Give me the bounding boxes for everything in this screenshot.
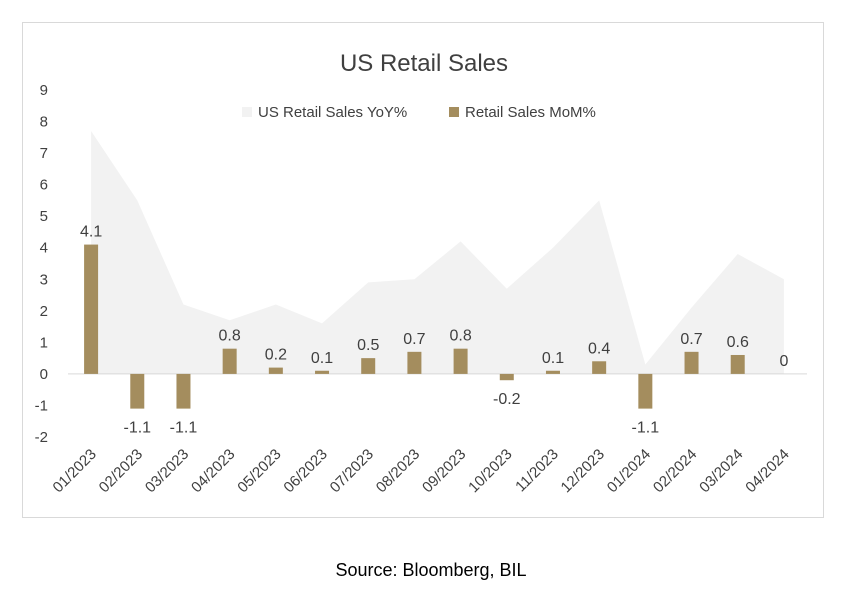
label-layer: 4.1 -1.1 -1.1 0.8 0.2 0.1 0.5 0.7 0.8 -0.2 0.1 0.4 -… (80, 224, 788, 437)
y-tick-label: 8 (40, 114, 48, 131)
data-label: 0.7 (680, 331, 702, 348)
x-tick-label: 04/2024 (742, 446, 792, 496)
bar-mom (176, 373, 191, 409)
x-tick-label: 08/2023 (373, 446, 423, 496)
bar-mom (453, 348, 468, 374)
data-label: 0.8 (219, 328, 241, 345)
y-tick-label: 9 (40, 82, 48, 99)
bar-mom (315, 370, 330, 374)
bar-mom (407, 351, 422, 374)
x-tick-label: 05/2023 (234, 446, 284, 496)
bar-mom (638, 373, 653, 409)
y-tick-label: 2 (40, 303, 48, 320)
source-note: Source: Bloomberg, BIL (335, 560, 527, 580)
data-label: 0.4 (588, 340, 610, 357)
chart-title: US Retail Sales (340, 50, 508, 77)
y-tick-label: 4 (40, 240, 48, 257)
y-axis-ticks: -2 -1 0 1 2 3 4 5 6 7 8 9 (35, 82, 48, 446)
data-label: 0.8 (449, 328, 471, 345)
bar-mom (684, 351, 699, 374)
data-label: 0.1 (311, 350, 333, 367)
bar-mom (268, 367, 283, 374)
y-tick-label: 7 (40, 145, 48, 162)
data-label: 0.1 (542, 350, 564, 367)
data-label: 0.5 (357, 337, 379, 354)
y-tick-label: 5 (40, 208, 48, 225)
legend-swatch-mom (449, 107, 459, 117)
data-label: 0.7 (403, 331, 425, 348)
x-tick-label: 02/2023 (96, 446, 146, 496)
x-tick-label: 06/2023 (280, 446, 330, 496)
x-tick-label: 11/2023 (512, 446, 562, 496)
data-label: -1.1 (632, 420, 660, 437)
x-tick-label: 12/2023 (558, 446, 608, 496)
bar-mom (545, 370, 560, 374)
data-label: 0.6 (727, 334, 749, 351)
bar-mom (130, 373, 145, 409)
x-tick-label: 01/2023 (50, 446, 100, 496)
data-label: 0 (779, 353, 788, 370)
data-label: 0.2 (265, 347, 287, 364)
legend: US Retail Sales YoY% Retail Sales MoM% (242, 104, 596, 121)
yoy-area (91, 131, 784, 374)
data-label: 4.1 (80, 224, 102, 241)
x-tick-label: 09/2023 (419, 446, 469, 496)
x-tick-label: 02/2024 (650, 446, 700, 496)
y-tick-label: -1 (35, 397, 48, 414)
legend-label-mom: Retail Sales MoM% (465, 104, 596, 121)
bar-mom (361, 358, 376, 374)
bar-mom (499, 373, 514, 381)
chart-svg: US Retail Sales US Retail Sales YoY% Ret… (35, 50, 807, 496)
x-tick-label: 01/2024 (604, 446, 654, 496)
x-tick-label: 10/2023 (465, 446, 515, 496)
bar-mom (730, 354, 745, 374)
bar-mom (592, 361, 607, 374)
legend-swatch-yoy (242, 107, 252, 117)
area-layer (91, 131, 784, 374)
y-tick-label: 0 (40, 366, 48, 383)
x-tick-label: 07/2023 (327, 446, 377, 496)
legend-label-yoy: US Retail Sales YoY% (258, 104, 407, 121)
y-tick-label: 6 (40, 177, 48, 194)
data-label: -1.1 (170, 420, 198, 437)
bar-mom (84, 244, 99, 374)
chart-frame: US Retail Sales US Retail Sales YoY% Ret… (22, 22, 824, 518)
bar-mom (222, 348, 237, 374)
data-label: -1.1 (123, 420, 151, 437)
x-axis-ticks: 01/202302/202303/202304/202305/202306/20… (50, 446, 793, 496)
y-tick-label: 3 (40, 271, 48, 288)
x-tick-label: 03/2024 (696, 446, 746, 496)
y-tick-label: -2 (35, 429, 48, 446)
x-tick-label: 04/2023 (188, 446, 238, 496)
y-tick-label: 1 (40, 334, 48, 351)
data-label: -0.2 (493, 391, 521, 408)
bar-layer (84, 244, 745, 409)
x-tick-label: 03/2023 (142, 446, 192, 496)
